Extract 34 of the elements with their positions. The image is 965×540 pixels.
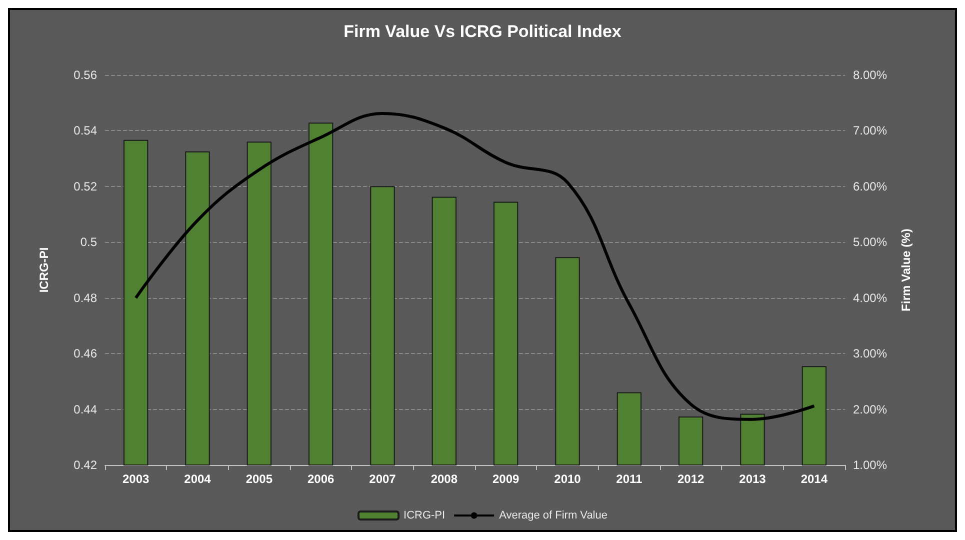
y-tick-label: 0.56	[74, 68, 98, 82]
y-tick-label: 0.46	[74, 346, 98, 361]
x-tick-label: 2014	[800, 472, 828, 486]
x-tick-label: 2008	[430, 472, 458, 486]
y-tick-label: 0.52	[74, 179, 98, 194]
x-tick-label: 2003	[122, 472, 150, 486]
y2-tick-label: 5.00%	[853, 235, 888, 250]
y-tick-label: 0.42	[74, 458, 98, 472]
line-series	[134, 112, 816, 421]
y-tick-label: 0.54	[74, 124, 98, 138]
y2-tick-label: 2.00%	[853, 402, 888, 416]
x-tick-label: 2009	[492, 472, 520, 486]
y2-tick-label: 4.00%	[853, 290, 888, 305]
x-tick-label: 2010	[554, 472, 582, 486]
y-axis-title: ICRG-PI	[37, 247, 51, 293]
legend-label: Average of Firm Value	[499, 510, 608, 522]
y2-tick-label: 1.00%	[853, 458, 888, 472]
x-tick-label: 2006	[307, 472, 335, 486]
y-tick-label: 0.5	[80, 235, 98, 250]
y-tick-label: 0.48	[74, 290, 98, 305]
chart-title: Firm Value Vs ICRG Political Index	[344, 22, 622, 41]
x-tick-label: 2012	[677, 472, 705, 486]
x-tick-label: 2013	[739, 472, 766, 486]
y2-axis-title: Firm Value (%)	[899, 228, 913, 312]
y2-tick-label: 8.00%	[853, 68, 888, 82]
y-tick-label: 0.44	[74, 402, 98, 416]
x-tick-label: 2011	[616, 472, 643, 486]
legend-label: ICRG-PI	[404, 510, 446, 522]
x-tick-label: 2005	[246, 472, 273, 486]
x-tick-label: 2007	[369, 472, 396, 486]
x-tick-label: 2004	[184, 472, 212, 486]
y2-tick-label: 3.00%	[853, 346, 888, 361]
y2-tick-label: 7.00%	[853, 124, 888, 138]
y2-tick-label: 6.00%	[853, 179, 888, 194]
